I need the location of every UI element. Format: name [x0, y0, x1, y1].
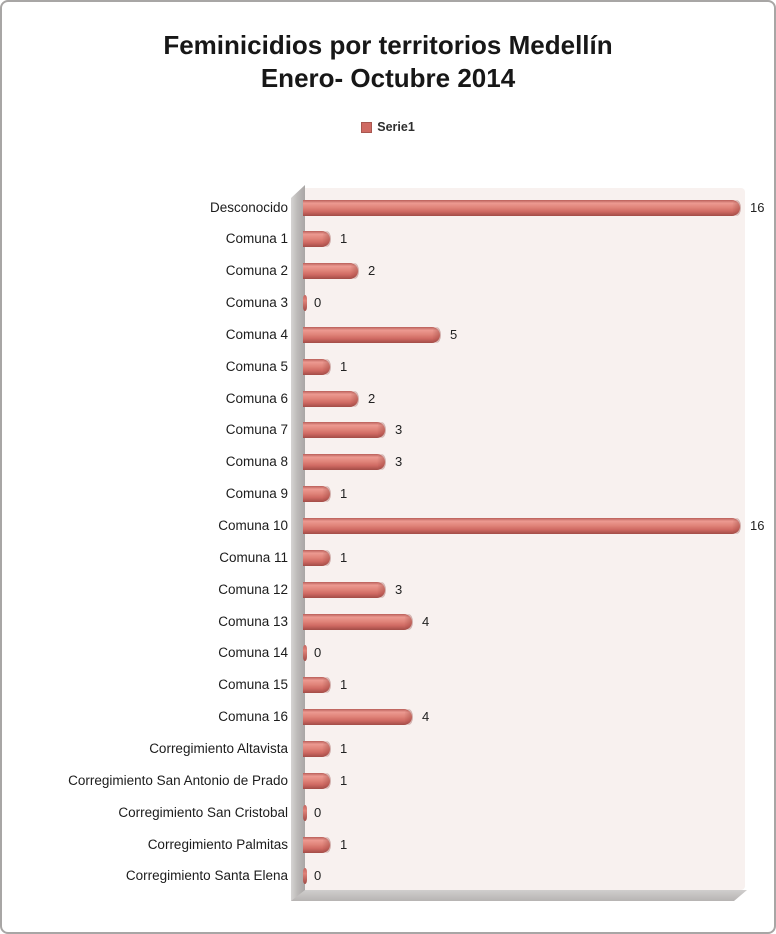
bar-end-cap — [322, 677, 331, 694]
value-label: 2 — [368, 263, 376, 279]
chart-title-line2: Enero- Octubre 2014 — [260, 63, 516, 94]
bar-end-cap — [377, 581, 386, 598]
bar — [303, 740, 331, 757]
value-label: 1 — [340, 740, 348, 756]
bar — [303, 486, 331, 503]
category-label: Comuna 4 — [225, 326, 288, 342]
axis-wall-3d — [291, 185, 305, 901]
value-label: 1 — [340, 677, 348, 693]
bar-end-cap — [377, 454, 386, 471]
category-label: Comuna 5 — [225, 358, 288, 374]
category-label: Corregimiento San Cristobal — [118, 804, 288, 820]
bar — [303, 263, 359, 280]
legend-color-swatch-icon — [361, 121, 373, 133]
bar-end-cap — [404, 613, 413, 630]
value-label: 4 — [422, 709, 430, 725]
bar — [303, 868, 307, 885]
category-label: Comuna 14 — [218, 645, 288, 661]
category-label: Desconocido — [209, 199, 288, 215]
bar-end-cap — [322, 358, 331, 375]
value-label: 3 — [395, 581, 403, 597]
value-label: 2 — [368, 390, 376, 406]
category-label: Comuna 6 — [225, 390, 288, 406]
bar — [303, 645, 307, 662]
value-label: 1 — [340, 549, 348, 565]
bar-end-cap — [377, 422, 386, 439]
bar-end-cap — [432, 326, 441, 343]
value-label: 4 — [422, 613, 430, 629]
bar-end-cap — [322, 740, 331, 757]
bar-end-cap — [404, 709, 413, 726]
bar — [303, 613, 413, 630]
bar-end-cap — [322, 231, 331, 248]
bar — [303, 231, 331, 248]
bar — [303, 836, 331, 853]
value-label: 5 — [450, 326, 458, 342]
bar — [303, 804, 307, 821]
category-label: Comuna 10 — [218, 518, 288, 533]
bar — [303, 422, 386, 439]
plot-area — [305, 188, 745, 890]
bar-end-cap — [732, 518, 741, 534]
chart-title: Feminicidios por territorios Medellín En… — [2, 29, 774, 96]
bar — [303, 295, 307, 312]
bar — [303, 326, 441, 343]
bar-end-cap — [322, 836, 331, 853]
value-label: 1 — [340, 486, 348, 502]
category-label: Comuna 12 — [218, 581, 288, 597]
category-label: Comuna 7 — [225, 422, 288, 438]
value-label: 0 — [314, 804, 322, 820]
category-label: Comuna 16 — [218, 709, 288, 725]
category-label: Corregimiento San Antonio de Prado — [68, 772, 288, 788]
bar-end-cap — [322, 772, 331, 789]
value-label: 0 — [314, 868, 322, 884]
category-label: Comuna 15 — [218, 677, 288, 693]
category-label: Comuna 2 — [225, 263, 288, 279]
bar — [303, 549, 331, 566]
bar — [303, 390, 359, 407]
category-label: Comuna 8 — [225, 454, 288, 470]
bar — [303, 454, 386, 471]
value-label: 0 — [314, 295, 322, 311]
category-label: Comuna 1 — [225, 231, 288, 247]
value-label: 1 — [340, 836, 348, 852]
value-label: 1 — [340, 231, 348, 247]
bar — [303, 677, 331, 694]
bar-end-cap — [350, 390, 359, 407]
category-label: Corregimiento Santa Elena — [125, 868, 288, 884]
bar — [303, 709, 413, 726]
value-label: 3 — [395, 422, 403, 438]
bar — [303, 358, 331, 375]
value-label: 3 — [395, 454, 403, 470]
category-label: Corregimiento Palmitas — [147, 836, 288, 852]
legend-series-label: Serie1 — [377, 120, 415, 134]
bar-end-cap — [322, 549, 331, 566]
category-label: Comuna 9 — [225, 486, 288, 502]
legend: Serie1 — [2, 120, 774, 134]
bar-end-cap — [350, 263, 359, 280]
category-label: Comuna 11 — [219, 549, 288, 565]
bar — [303, 772, 331, 789]
value-label: 1 — [340, 772, 348, 788]
category-label: Comuna 3 — [225, 295, 288, 311]
bar — [303, 199, 741, 216]
bar-end-cap — [322, 486, 331, 503]
chart-title-line1: Feminicidios por territorios Medellín — [163, 30, 613, 60]
value-label: 16 — [750, 199, 765, 215]
value-label: 0 — [314, 645, 322, 661]
category-label: Comuna 13 — [218, 613, 288, 629]
axis-floor-3d — [291, 890, 747, 901]
bar — [303, 518, 741, 534]
bar — [303, 581, 386, 598]
value-label: 1 — [340, 358, 348, 374]
value-label: 16 — [750, 518, 765, 533]
bar-end-cap — [732, 199, 741, 216]
category-label: Corregimiento Altavista — [149, 740, 288, 756]
